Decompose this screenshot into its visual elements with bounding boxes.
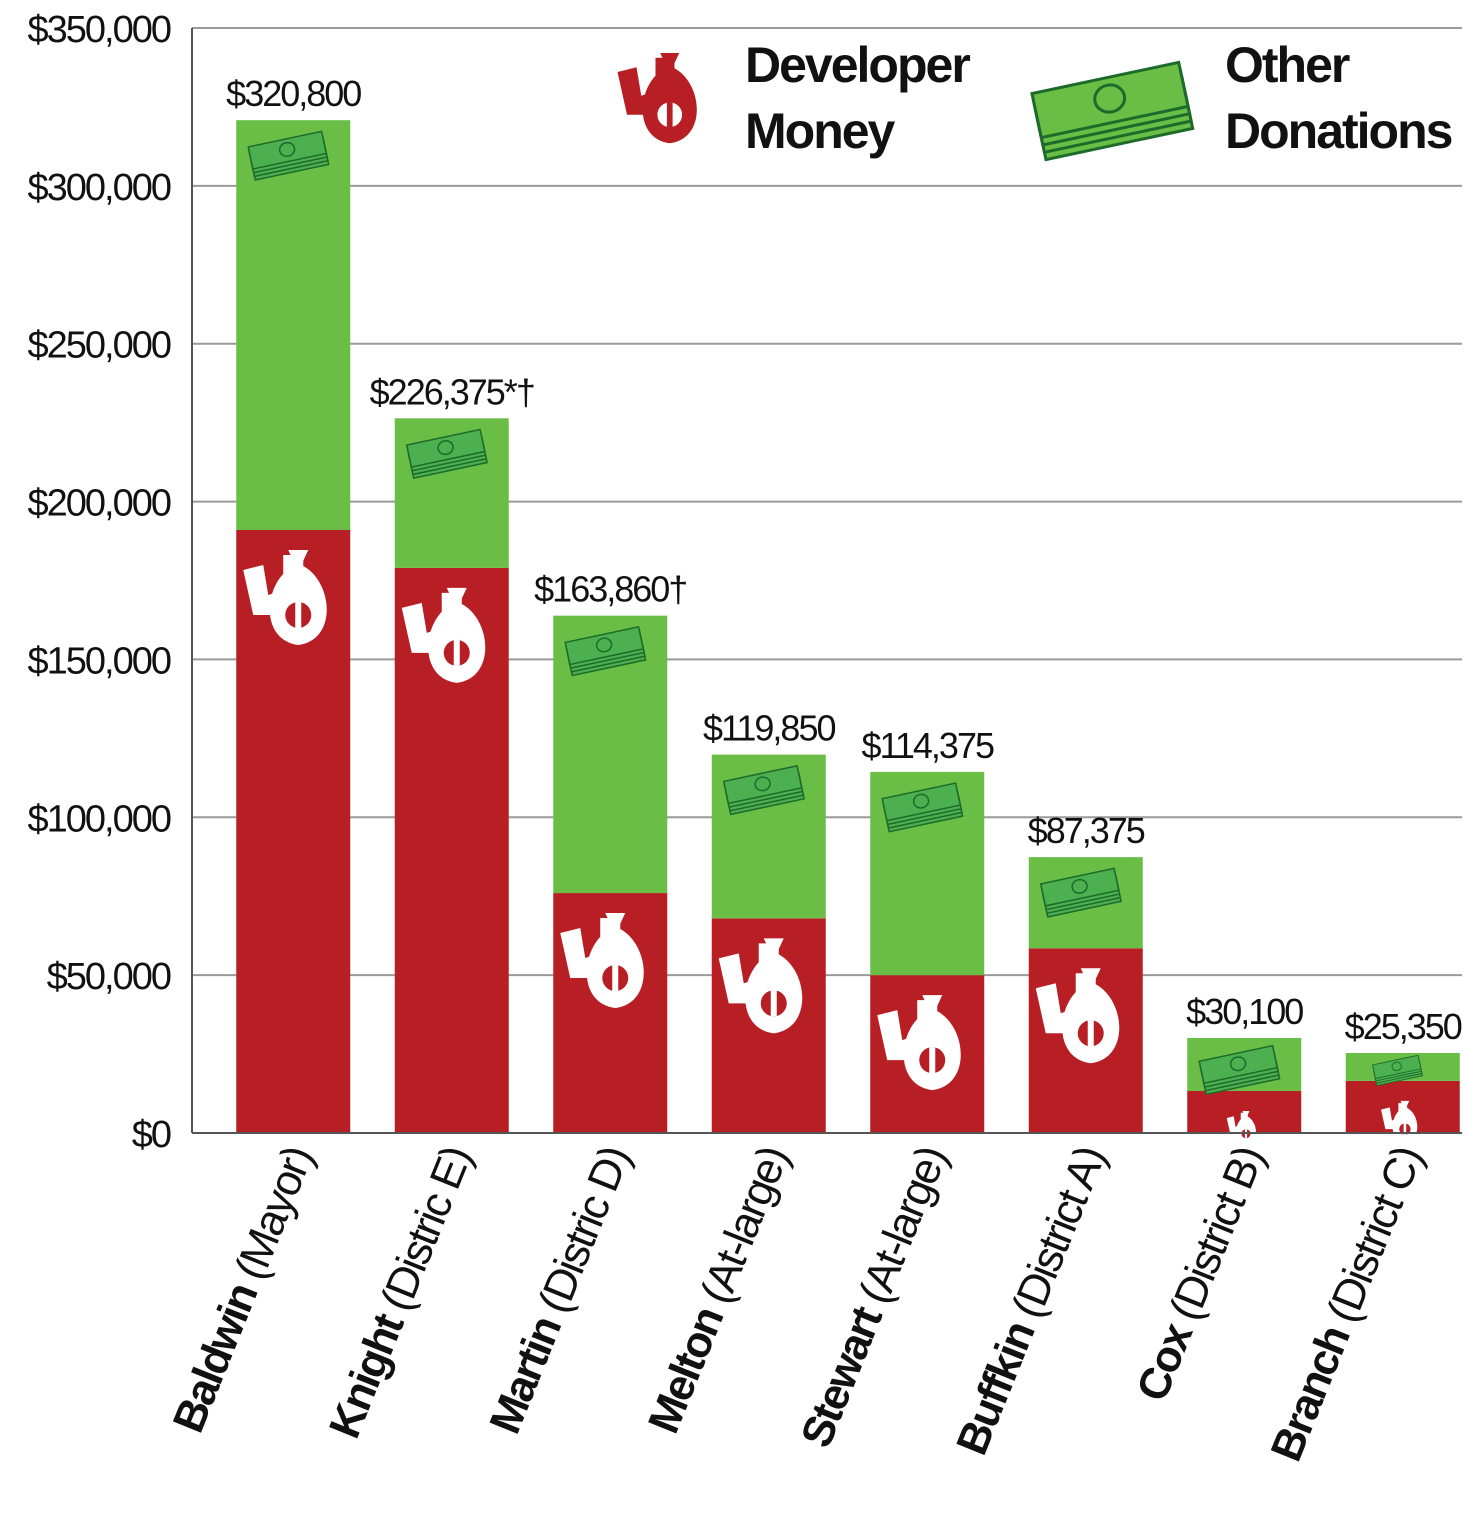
total-label: $119,850 [703,708,835,749]
category-detail: (At-large) [691,1140,798,1310]
category-name: Knight [320,1306,414,1445]
category-name: Melton [639,1301,733,1440]
money-bag-icon [718,938,803,1034]
category-detail: (District C) [1318,1140,1432,1329]
cash-icon [881,782,964,833]
icon-bag [586,913,644,1009]
legend-label: Other Donations [1225,37,1452,159]
icon-bag [269,549,327,645]
total-label: $114,375 [862,725,994,766]
bar-segment [236,120,351,530]
icon-bill [1030,60,1190,140]
money-bag-icon [617,52,697,144]
cash-icon [1030,60,1195,162]
cash-icon [722,764,805,816]
y-tick-label: $200,000 [28,483,171,525]
icon-bill [564,625,645,666]
icon-bag [1236,1111,1256,1145]
legend-label: Developer Money [745,37,970,159]
y-tick-label: $0 [132,1114,171,1156]
total-label: $25,350 [1345,1006,1462,1047]
icon-bill [247,130,328,170]
category-name: Branch [1262,1320,1360,1468]
x-tick-label: Melton (At-large) [639,1140,798,1440]
y-tick-label: $100,000 [28,798,171,840]
category-name: Stewart [792,1299,893,1454]
icon-bill-seal [912,793,930,809]
category-name: Baldwin [164,1277,267,1439]
category-name: Buffkin [947,1316,1044,1462]
cash-icon [247,130,330,181]
icon-bill-seal [1391,1061,1402,1072]
icon-bag [903,995,961,1091]
cash-icon [1039,867,1122,918]
icon-coin-mark [1403,1123,1407,1135]
x-tick-label: Baldwin (Mayor) [164,1140,323,1439]
icon-bag [428,587,486,683]
cash-icon [405,428,488,479]
category-detail: (At-large) [850,1140,957,1310]
money-bag-icon [401,587,486,683]
icon-bill [881,782,962,822]
category-detail: (Mayor) [226,1140,323,1286]
y-tick-label: $50,000 [47,956,171,998]
total-label: $163,860† [534,569,686,610]
x-tick-label: Stewart (At-large) [792,1140,957,1454]
total-label: $87,375 [1028,810,1145,851]
icon-bill-seal [437,440,454,456]
y-tick-label: $150,000 [28,640,171,682]
x-tick-label: Martin (Distric D) [480,1140,639,1440]
x-tick-label: Cox (District B) [1127,1140,1273,1407]
icon-coin-mark [453,639,460,666]
total-label: $226,375*† [370,371,534,412]
money-bag-icon [1381,1100,1418,1143]
icon-coin-mark [612,965,619,992]
category-detail: (District A) [1003,1140,1115,1324]
icon-bill [1371,1054,1422,1080]
icon-bag [642,52,697,144]
icon-bill [405,428,486,468]
category-detail: (Distric D) [529,1140,639,1319]
icon-coin-mark [666,102,673,128]
money-bag-icon [243,549,327,645]
icon-coin-mark [929,1047,936,1074]
money-bag-icon [877,995,961,1091]
icon-coin-mark [1087,1020,1094,1047]
total-label: $30,100 [1186,991,1303,1032]
y-tick-label: $350,000 [28,9,171,51]
icon-coin-mark [770,990,777,1017]
money-bag-icon [1035,968,1120,1064]
cash-icon [564,625,647,677]
icon-bill [1039,867,1120,907]
icon-bill-seal [595,637,613,653]
icon-bill [1198,1044,1279,1085]
icon-bill-seal [278,141,296,157]
icon-bag [745,938,803,1034]
money-bag-icon [560,913,644,1009]
icon-bag [1392,1100,1418,1143]
category-detail: (Distric E) [371,1140,481,1317]
category-detail: (District B) [1160,1140,1273,1326]
y-tick-label: $250,000 [28,325,171,367]
total-label: $320,800 [226,73,361,114]
icon-bill-seal [1229,1056,1247,1072]
y-tick-label: $300,000 [28,167,171,209]
category-name: Martin [480,1311,570,1441]
icon-bill-seal [1093,83,1127,114]
icon-bill-seal [1071,878,1088,894]
cash-icon [1371,1054,1423,1086]
x-tick-label: Knight (Distric E) [320,1140,481,1445]
icon-bill [722,764,803,805]
icon-bag [1062,968,1120,1064]
cash-icon [1198,1044,1281,1096]
icon-bill-seal [754,776,771,792]
icon-coin-mark [295,601,302,628]
x-tick-label: Branch (District C) [1262,1140,1432,1468]
category-name: Cox [1127,1316,1202,1408]
x-tick-label: Buffkin (District A) [947,1140,1115,1461]
